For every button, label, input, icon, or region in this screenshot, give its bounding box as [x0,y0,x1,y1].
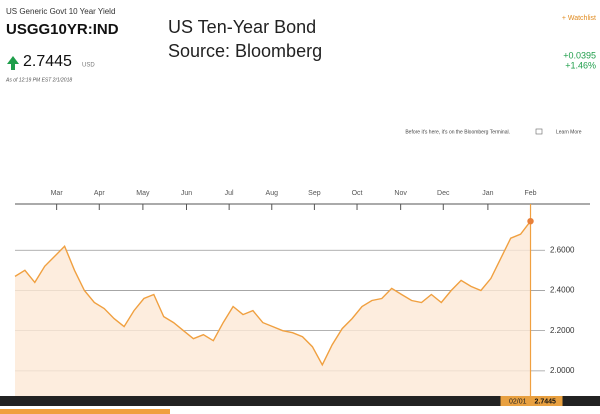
change-pct: +1.46% [565,60,596,70]
instrument-name: US Generic Govt 10 Year Yield [6,7,115,16]
x-tick-label: Mar [51,190,64,197]
y-tick-label: 2.6000 [550,245,575,254]
price: 2.7445 [23,53,72,70]
currency: USD [82,63,95,69]
up-arrow [7,56,19,70]
as-of: As of 12:19 PM EST 2/1/2018 [5,77,72,83]
learn-more[interactable]: Learn More [556,129,582,135]
x-tick-label: Feb [524,190,536,197]
ticker: USGG10YR:IND [6,21,119,38]
terminal-icon [535,128,543,135]
x-tick-label: Jul [225,190,234,197]
x-tick-label: May [136,190,150,197]
watchlist[interactable]: + Watchlist [562,15,596,22]
x-tick-label: Dec [437,190,450,197]
y-tick-label: 2.0000 [550,366,575,375]
x-tick-label: Nov [394,190,407,197]
bottom-bar [0,396,600,406]
change: +0.0395 [563,50,596,60]
chart-subtitle: Source: Bloomberg [168,41,322,61]
x-tick-label: Aug [266,190,279,197]
last-point [527,217,534,225]
x-tick-label: Jun [181,190,192,197]
x-tick-label: Oct [352,190,363,197]
crosshair-value: 2.7445 [535,398,557,405]
crosshair-box [500,396,563,406]
promo: Before it's here, it's on the Bloomberg … [405,129,510,135]
chart-title: US Ten-Year Bond [168,17,316,37]
bottom-accent [0,409,170,414]
x-tick-label: Apr [94,190,106,197]
crosshair-date: 02/01 [509,398,527,405]
y-tick-label: 2.4000 [550,286,575,295]
area-fill [15,221,531,396]
x-tick-label: Jan [482,190,493,197]
line [14,220,532,367]
y-tick-label: 2.2000 [550,326,575,335]
x-tick-label: Sep [308,190,321,197]
